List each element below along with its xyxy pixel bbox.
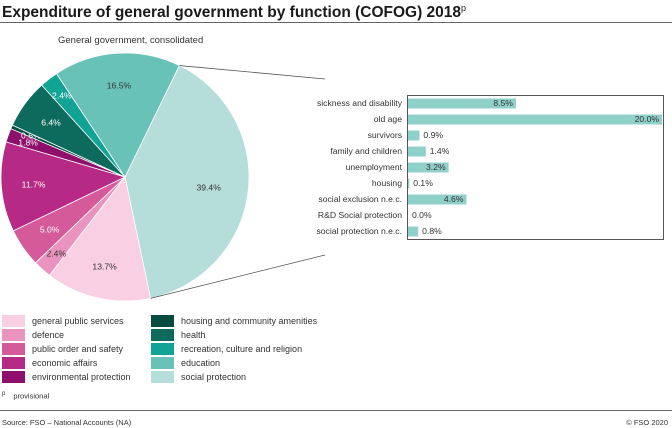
footnote-text: provisional bbox=[13, 391, 50, 401]
legend-label-public-order-and-safety: public order and safety bbox=[32, 344, 124, 354]
pie-label-public-order-and-safety: 5.0% bbox=[40, 224, 60, 234]
bar-category-randd-social-protection: R&D Social protection bbox=[317, 209, 402, 220]
chart-title: Expenditure of general government by fun… bbox=[2, 3, 467, 22]
pie-label-health: 6.4% bbox=[41, 118, 61, 128]
legend-swatch-social-protection bbox=[151, 371, 174, 383]
bar-value-social-exclusion-n-e-c: 4.6% bbox=[443, 193, 464, 204]
bar-category-old-age: old age bbox=[373, 113, 402, 124]
legend-swatch-economic-affairs bbox=[2, 357, 25, 369]
pie-label-housing-and-community-amenities: 0.5% bbox=[21, 130, 41, 140]
legend-swatch-public-order-and-safety bbox=[2, 343, 25, 355]
legend-label-health: health bbox=[181, 330, 206, 340]
bar-category-housing: housing bbox=[371, 177, 402, 188]
bar-category-social-protection-n-e-c: social protection n.e.c. bbox=[316, 225, 402, 236]
bar-social-exclusion-n-e-c bbox=[408, 194, 467, 205]
pie-label-general-public-services: 13.7% bbox=[92, 261, 117, 271]
pie-label-environmental-protection: 1.8% bbox=[18, 137, 38, 147]
legend-swatch-general-public-services bbox=[2, 315, 25, 327]
pie-label-education: 16.5% bbox=[107, 80, 132, 90]
bar-category-sickness-and-disability: sickness and disability bbox=[316, 97, 402, 108]
bar-survivors bbox=[408, 130, 420, 141]
legend-label-defence: defence bbox=[32, 330, 65, 340]
legend-label-recreation-culture-and-religion: recreation, culture and religion bbox=[181, 344, 303, 354]
pie-slice-social-protection bbox=[124, 65, 250, 299]
legend-swatch-education bbox=[151, 357, 174, 369]
bottom-rule bbox=[0, 410, 672, 411]
bar-sickness-and-disability bbox=[408, 98, 516, 109]
bar-housing bbox=[408, 178, 410, 189]
bar-value-randd-social-protection: 0.0% bbox=[412, 209, 432, 220]
pie-label-recreation-culture-and-religion: 2.4% bbox=[52, 91, 72, 101]
bar-family-and-children bbox=[408, 146, 426, 157]
legend-swatch-defence bbox=[2, 329, 25, 341]
footnote-marker: p bbox=[2, 391, 6, 397]
legend-label-education: education bbox=[181, 358, 221, 368]
legend-label-housing-and-community-amenities: housing and community amenities bbox=[181, 316, 318, 326]
pie-label-social-protection: 39.4% bbox=[196, 182, 221, 192]
source-note: Source: FSO – National Accounts (NA) bbox=[2, 418, 132, 427]
title-superscript: p bbox=[461, 3, 467, 13]
legend-swatch-housing-and-community-amenities bbox=[151, 315, 174, 327]
legend-swatch-recreation-culture-and-religion bbox=[151, 343, 174, 355]
legend-label-social-protection: social protection bbox=[181, 372, 247, 382]
bar-value-sickness-and-disability: 8.5% bbox=[493, 97, 513, 108]
bar-value-survivors: 0.9% bbox=[423, 129, 444, 140]
connector-line-bottom bbox=[150, 254, 326, 299]
pie-label-economic-affairs: 11.7% bbox=[22, 179, 46, 189]
legend-label-economic-affairs: economic affairs bbox=[32, 358, 98, 368]
legend-label-general-public-services: general public services bbox=[32, 316, 124, 326]
bar-value-family-and-children: 1.4% bbox=[429, 145, 450, 156]
bar-chart-frame bbox=[407, 95, 664, 240]
pie-label-defence: 2.4% bbox=[47, 249, 67, 259]
bar-value-old-age: 20.0% bbox=[634, 113, 659, 124]
bar-old-age bbox=[408, 114, 662, 125]
legend-label-environmental-protection: environmental protection bbox=[32, 372, 131, 382]
pie-slice-education bbox=[55, 52, 180, 178]
bar-social-protection-n-e-c bbox=[408, 226, 419, 237]
bar-unemployment bbox=[408, 162, 449, 173]
bar-value-social-protection-n-e-c: 0.8% bbox=[422, 225, 442, 236]
pie-subtitle: General government, consolidated bbox=[58, 35, 204, 46]
bar-category-social-exclusion-n-e-c: social exclusion n.e.c. bbox=[318, 193, 402, 204]
bar-category-unemployment: unemployment bbox=[345, 161, 402, 172]
bar-value-unemployment: 3.2% bbox=[426, 161, 446, 172]
bar-value-housing: 0.1% bbox=[413, 177, 433, 188]
pie-slice-economic-affairs bbox=[0, 141, 127, 232]
copyright: © FSO 2020 bbox=[626, 418, 668, 427]
pie-slice-general-public-services bbox=[48, 176, 151, 302]
top-rule bbox=[0, 22, 672, 23]
legend-swatch-health bbox=[151, 329, 174, 341]
bar-category-survivors: survivors bbox=[367, 129, 402, 140]
bar-category-family-and-children: family and children bbox=[330, 145, 402, 156]
connector-line-top bbox=[179, 65, 326, 80]
legend-swatch-environmental-protection bbox=[2, 371, 25, 383]
footnote: p provisional bbox=[2, 391, 49, 401]
